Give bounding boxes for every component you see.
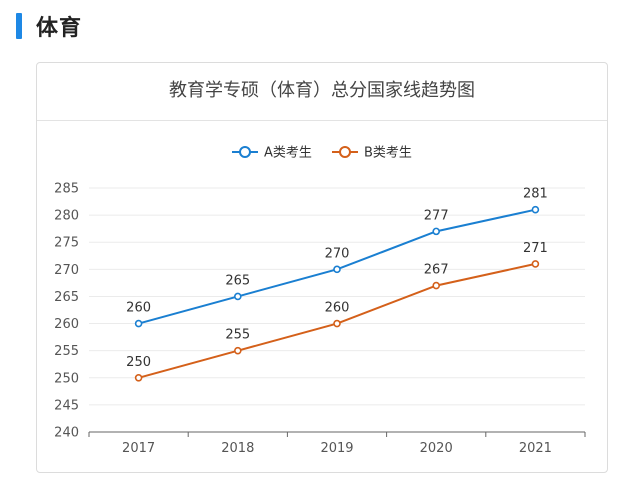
line-chart: 240 245 250 255 260 265 270 275 280 285 2017 2018 20… (54, 146, 586, 456)
legend-marker (339, 146, 351, 158)
data-label: 267 (424, 263, 449, 278)
data-point (531, 205, 540, 214)
legend-label: B类考生 (364, 146, 412, 161)
title-divider (37, 120, 607, 121)
data-point (333, 265, 341, 274)
y-tick-label: 265 (54, 290, 79, 305)
section-title: 体育 (36, 16, 83, 41)
y-tick-label: 260 (54, 317, 79, 332)
data-point (531, 260, 540, 268)
data-label: 255 (225, 328, 250, 343)
y-tick-label: 240 (54, 426, 79, 441)
x-tick-label: 2021 (519, 441, 552, 456)
data-label: 250 (126, 355, 151, 370)
data-label: 271 (523, 241, 548, 256)
x-tick-label: 2018 (221, 441, 254, 456)
section-header: 体育 (16, 12, 83, 41)
legend-label: A类考生 (264, 146, 312, 161)
y-tick-label: 270 (54, 263, 79, 278)
y-tick-label: 285 (54, 182, 79, 197)
y-tick-label: 280 (54, 209, 79, 224)
y-tick-label: 275 (54, 236, 79, 251)
x-tick-label: 2017 (122, 441, 155, 456)
data-point (234, 292, 242, 301)
data-point (432, 227, 441, 236)
chart-title: 教育学专硕（体育）总分国家线趋势图 (169, 80, 475, 101)
data-point (234, 346, 242, 355)
y-tick-label: 250 (54, 371, 79, 386)
data-point (134, 373, 143, 382)
x-tick-label: 2019 (320, 441, 353, 456)
y-tick-label: 245 (54, 398, 79, 413)
data-point (333, 319, 341, 328)
data-label: 270 (325, 246, 350, 261)
x-tick-label: 2020 (420, 441, 453, 456)
data-label: 260 (325, 301, 350, 316)
y-tick-label: 255 (54, 344, 79, 359)
data-label: 265 (225, 273, 250, 288)
data-label: 281 (523, 187, 548, 202)
legend-marker (239, 146, 251, 158)
data-point (134, 319, 143, 328)
data-label: 260 (126, 301, 151, 316)
data-point (432, 281, 441, 290)
chart-card: 教育学专硕（体育）总分国家线趋势图 240 245 250 255 260 265 270 2… (36, 62, 608, 473)
data-label: 277 (424, 208, 449, 223)
section-accent-bar (16, 13, 22, 39)
